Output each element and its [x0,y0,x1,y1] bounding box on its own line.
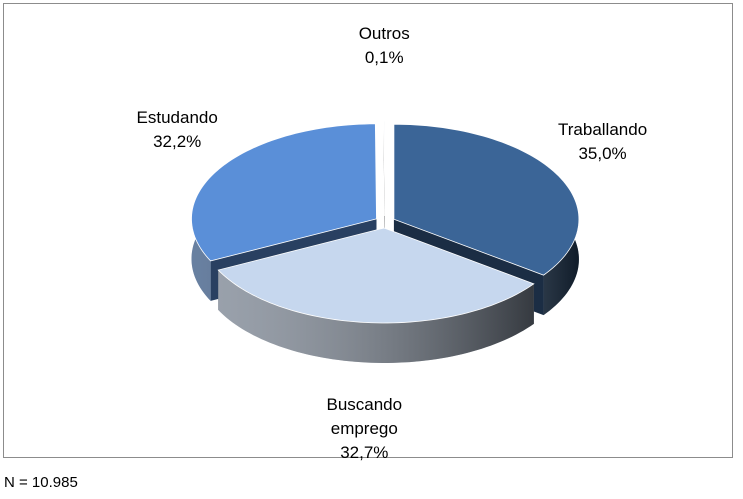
label-value: 32,2% [153,131,202,151]
label-name: Estudando [136,107,218,127]
label-value: 32,7% [340,443,389,463]
slice [383,120,386,217]
note: N = 10.985 [4,474,78,491]
data-label: Buscando emprego 32,7% [314,393,414,465]
data-label: Outros 0,1% [334,22,434,70]
slice [217,227,535,324]
label-value: 35,0% [578,144,627,164]
slice-side-shade [218,270,534,363]
label-name: Buscando emprego [326,395,403,439]
label-value: 0,1% [364,48,404,68]
slice [393,123,580,276]
data-label: Estudando 32,2% [127,106,227,154]
chart-frame [3,3,733,458]
label-name: Traballando [558,120,648,140]
data-label: Traballando 35,0% [553,118,653,166]
slice [191,123,377,262]
label-name: Outros [358,24,410,44]
